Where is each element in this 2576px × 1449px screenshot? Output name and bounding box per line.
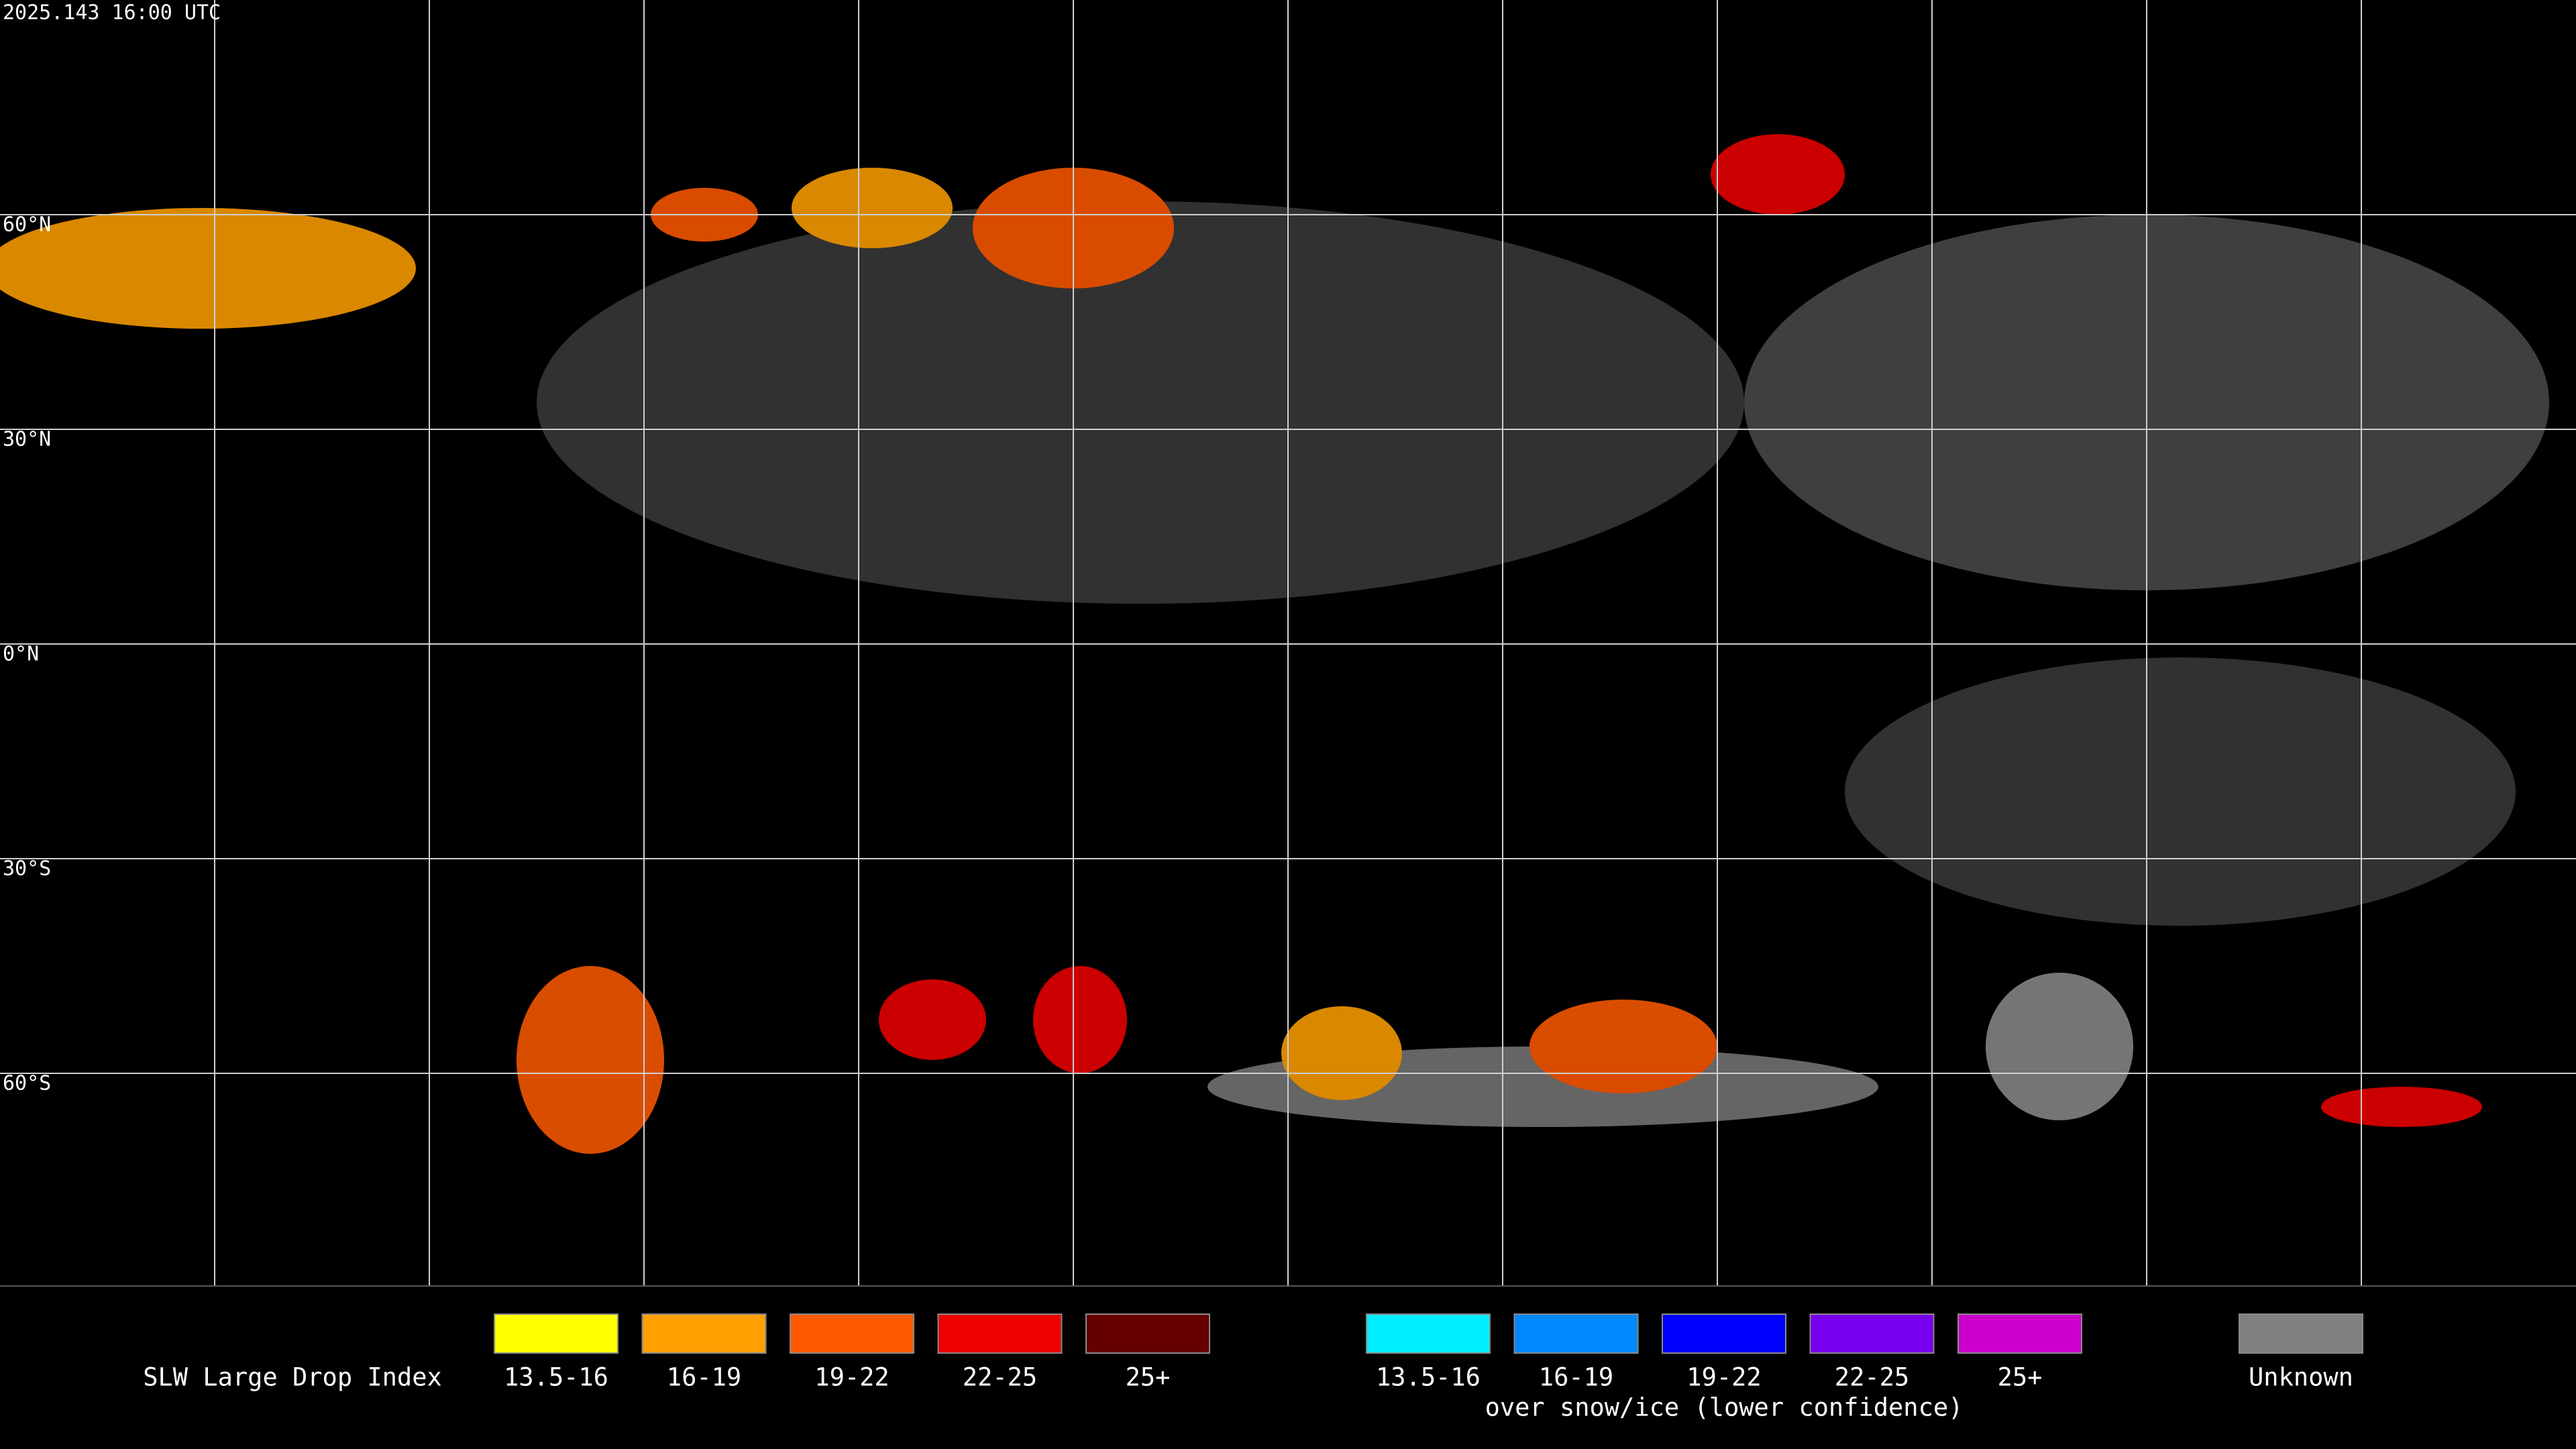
latitude-label: 0°N [3, 643, 39, 666]
legend-swatch [1085, 1313, 1210, 1354]
cloud-slw [517, 966, 664, 1154]
cloud-slw [1033, 966, 1127, 1073]
cloud-slw [1281, 1006, 1402, 1100]
legend-label: 13.5-16 [504, 1363, 608, 1392]
legend-label: 13.5-16 [1376, 1363, 1481, 1392]
legend-label: 16-19 [1539, 1363, 1613, 1392]
legend-title: SLW Large Drop Index [143, 1363, 442, 1392]
timestamp: 2025.143 16:00 UTC [3, 1, 221, 25]
cloud-slw [1529, 1000, 1717, 1093]
cloud-slw [879, 979, 986, 1060]
legend-label: 25+ [1126, 1363, 1171, 1392]
legend-swatch [494, 1313, 619, 1354]
legend-swatch [1809, 1313, 1935, 1354]
legend-swatch [937, 1313, 1063, 1354]
legend-label: 19-22 [1686, 1363, 1761, 1392]
graticule: 60°N 30°N 0°N 30°S 60°S [0, 0, 2576, 1286]
cloud-unknown [537, 201, 1744, 604]
latitude-label: 60°N [3, 213, 51, 237]
legend-label: 16-19 [667, 1363, 741, 1392]
cloud-unknown [1986, 973, 2133, 1120]
cloud-unknown [1845, 657, 2516, 926]
legend-swatch [1957, 1313, 2082, 1354]
legend-label: 22-25 [963, 1363, 1037, 1392]
latitude-label: 60°S [3, 1072, 51, 1095]
legend-caption: over snow/ice (lower confidence) [1485, 1393, 1964, 1422]
cloud-slw [1711, 134, 1845, 215]
legend-swatch [1366, 1313, 1491, 1354]
legend-label: Unknown [2249, 1363, 2353, 1392]
cloud-slw [2321, 1087, 2482, 1127]
legend-swatch [1513, 1313, 1639, 1354]
cloud-slw [792, 168, 953, 248]
legend-swatch [641, 1313, 767, 1354]
legend-swatch [2239, 1313, 2363, 1354]
legend-label: 25+ [1998, 1363, 2043, 1392]
legend-label: 19-22 [814, 1363, 889, 1392]
legend-swatch [1662, 1313, 1786, 1354]
latitude-label: 30°N [3, 428, 51, 451]
latitude-label: 30°S [3, 857, 51, 881]
cloud-field [0, 134, 2549, 1154]
cloud-slw [0, 208, 416, 329]
legend: 13.5-16 16-19 19-22 22-25 25+ 13.5-16 16-19 19-… [494, 1313, 2363, 1422]
legend-swatch [790, 1313, 914, 1354]
legend-label: 22-25 [1835, 1363, 1909, 1392]
